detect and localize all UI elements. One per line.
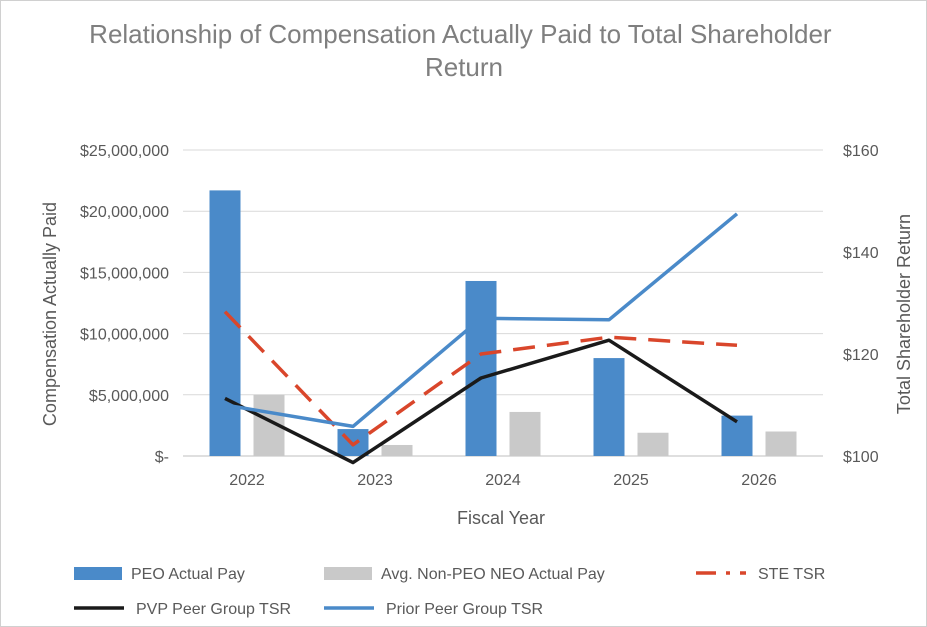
bar (465, 280, 497, 456)
chart-title-line-1: Relationship of Compensation Actually Pa… (89, 19, 832, 49)
series-line (223, 310, 738, 447)
x-tick-label: 2023 (357, 472, 393, 489)
y-tick-label: $20,000,000 (80, 204, 169, 221)
y2-tick-label: $160 (843, 143, 879, 160)
bar-marks (209, 190, 797, 456)
line-marks (223, 212, 739, 465)
legend-swatch (74, 567, 122, 580)
bar (381, 444, 413, 456)
series-line (224, 338, 738, 465)
legend: PEO Actual Pay Avg. Non-PEO NEO Actual Pa… (74, 566, 825, 618)
gridlines (183, 149, 823, 457)
y-axis-title: Compensation Actually Paid (40, 202, 60, 426)
y-axis-ticks: $- $5,000,000 $10,000,000 $15,000,000 $20,00… (80, 143, 169, 466)
y2-tick-label: $100 (843, 449, 879, 466)
legend-label: STE TSR (758, 566, 825, 583)
x-axis-ticks: 2022 2023 2024 2025 2026 (229, 472, 777, 489)
x-tick-label: 2022 (229, 472, 265, 489)
y-tick-label: $- (155, 449, 169, 466)
x-tick-label: 2026 (741, 472, 777, 489)
legend-label: Prior Peer Group TSR (386, 601, 543, 618)
chart-title-line-2: Return (425, 52, 503, 82)
bar (637, 432, 669, 456)
y2-tick-label: $120 (843, 347, 879, 364)
y-tick-label: $25,000,000 (80, 143, 169, 160)
bar (593, 358, 625, 456)
y2-axis-title: Total Shareholder Return (894, 214, 914, 414)
x-tick-label: 2025 (613, 472, 649, 489)
y2-tick-label: $140 (843, 245, 879, 262)
legend-label: PEO Actual Pay (131, 566, 245, 583)
bar (721, 415, 753, 456)
y-tick-label: $15,000,000 (80, 265, 169, 282)
legend-label: PVP Peer Group TSR (136, 601, 291, 618)
bar (509, 411, 541, 456)
y2-axis-ticks: $100 $120 $140 $160 (843, 143, 879, 466)
bar (765, 431, 797, 456)
legend-swatch (324, 567, 372, 580)
chart-title: Relationship of Compensation Actually Pa… (89, 19, 839, 82)
y-tick-label: $10,000,000 (80, 327, 169, 344)
x-tick-label: 2024 (485, 472, 521, 489)
legend-label: Avg. Non-PEO NEO Actual Pay (381, 566, 605, 583)
y-tick-label: $5,000,000 (89, 388, 169, 405)
x-axis-title: Fiscal Year (457, 508, 545, 528)
series-line (224, 212, 739, 429)
